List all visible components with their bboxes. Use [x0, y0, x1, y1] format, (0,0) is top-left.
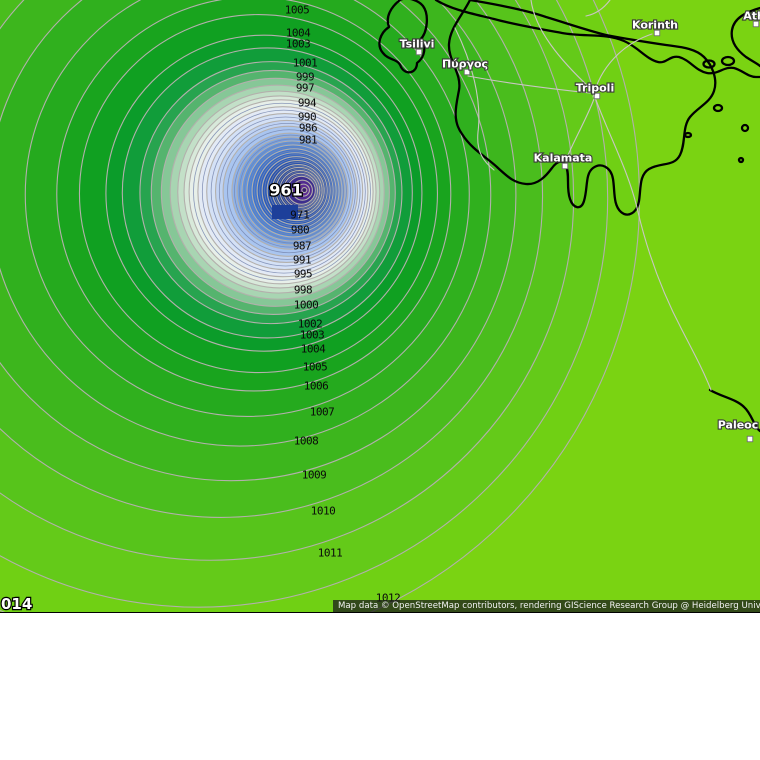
- isobar-fine-ring: [254, 150, 336, 232]
- contour-label-995: 995: [294, 268, 312, 281]
- contour-label-990: 990: [298, 111, 316, 124]
- island-small-3: [740, 123, 750, 133]
- contour-label-1003: 1003: [300, 329, 325, 342]
- road: [595, 99, 712, 391]
- place-labels: Tsilivi Πύργος Korinth Ath Tripoli Kalamata Pa…: [398, 8, 760, 443]
- island-small-4: [683, 131, 693, 139]
- contour-label-1008: 1008: [294, 435, 319, 448]
- pressure-minimum-label: 961: [269, 181, 302, 200]
- road: [565, 98, 595, 161]
- isobar-fine-ring: [277, 168, 322, 213]
- place-marker-Ath[interactable]: [752, 20, 760, 28]
- contour-label-999: 999: [296, 71, 314, 84]
- place-marker-Tsilivi[interactable]: [415, 48, 423, 56]
- place-marker-Korinth[interactable]: [653, 29, 661, 37]
- contour-label-980: 980: [291, 224, 309, 237]
- isobar-fine-ring: [264, 158, 330, 224]
- contour-label-994: 994: [298, 97, 317, 110]
- place-label-Korinth: Korinth: [632, 19, 678, 32]
- island-small-2: [720, 55, 736, 67]
- contour-label-1004: 1004: [301, 343, 326, 356]
- contour-label-1005: 1005: [303, 361, 328, 374]
- pressure-map[interactable]: 1005 1004 1003 1001 999 997 994 990 986 981 980 987…: [0, 0, 760, 613]
- contour-label-987: 987: [293, 240, 311, 253]
- contour-label-981: 981: [299, 134, 317, 147]
- coast-southeast: [708, 388, 760, 433]
- contour-label-1005: 1005: [285, 4, 310, 17]
- contour-label-1010: 1010: [311, 505, 336, 518]
- contour-label-1000: 1000: [294, 299, 319, 312]
- contour-label-997: 997: [296, 82, 314, 95]
- island-zakynthos: [378, 0, 428, 74]
- isobar-fine-ring: [193, 102, 371, 281]
- coast-peloponnese: [447, 0, 717, 216]
- isobar-fine-ring: [244, 142, 341, 240]
- place-marker-Kalamata[interactable]: [561, 162, 569, 170]
- island-small-6: [737, 156, 745, 164]
- place-label-Tripoli: Tripoli: [576, 82, 614, 95]
- contour-label-1014-clipped: 014: [1, 595, 32, 613]
- place-label-Kalamata: Kalamata: [534, 152, 593, 165]
- contour-label-986: 986: [299, 122, 317, 135]
- contour-label-1003: 1003: [286, 38, 311, 51]
- place-marker-Πύργος[interactable]: [463, 68, 471, 76]
- contour-label-1011: 1011: [318, 547, 343, 560]
- road: [467, 75, 591, 94]
- region-boundary: [530, 0, 591, 89]
- footer-panel: Luftdruck auf Meereshöhe (hPa) Prognose …: [0, 614, 760, 760]
- place-label-Paleoc: Paleoc: [718, 419, 759, 432]
- contour-labels: 1005100410031001999997994990986981980987…: [0, 4, 401, 613]
- contour-label-1004: 1004: [286, 27, 311, 40]
- isobar-fine-ring: [201, 109, 366, 274]
- map-attribution[interactable]: Map data © OpenStreetMap contributors, r…: [333, 600, 760, 612]
- isobar-fine-ring: [218, 122, 356, 260]
- isobar-fine-ring: [281, 171, 320, 210]
- isobar-rings: [0, 0, 760, 612]
- coast-attica: [730, 6, 760, 68]
- isobar-fine-ring: [227, 129, 351, 254]
- contour-label-1001: 1001: [293, 57, 318, 70]
- low-chip: [272, 205, 298, 219]
- place-label-Πύργος: Πύργος: [442, 58, 488, 71]
- isobar-band-960.5: [301, 187, 308, 194]
- pressure-map-canvas: 1005100410031001999997994990986981980987…: [0, 0, 760, 613]
- isobar-fine-ring: [259, 154, 333, 228]
- road: [454, 27, 495, 171]
- isobar-fine-ring: [249, 146, 338, 236]
- road: [585, 0, 611, 17]
- isobar-fine-ring: [210, 116, 361, 267]
- contour-label-1002: 1002: [298, 318, 323, 331]
- isobar-fine-ring: [239, 138, 344, 244]
- isobar-fine-ring: [234, 134, 347, 248]
- contour-label-1006: 1006: [304, 380, 329, 393]
- place-label-Tsilivi: Tsilivi: [400, 38, 435, 51]
- place-label-Ath: Ath: [743, 10, 760, 23]
- place-marker-Paleoc[interactable]: [746, 435, 754, 443]
- place-marker-Tripoli[interactable]: [593, 92, 601, 100]
- island-small-1: [702, 59, 716, 69]
- contour-label-1007: 1007: [310, 406, 335, 419]
- island-small-5: [712, 103, 724, 113]
- contour-label-1009: 1009: [302, 469, 327, 482]
- contour-label-991: 991: [293, 254, 311, 267]
- isobar-fine-ring: [285, 174, 317, 207]
- contour-label-971: 971: [290, 209, 310, 222]
- road: [592, 33, 653, 98]
- coastlines: [378, 0, 760, 433]
- roads: [454, 0, 712, 391]
- contour-label-998: 998: [294, 284, 312, 297]
- coast-mainland-north: [434, 0, 760, 79]
- isobar-fine-ring: [273, 165, 324, 216]
